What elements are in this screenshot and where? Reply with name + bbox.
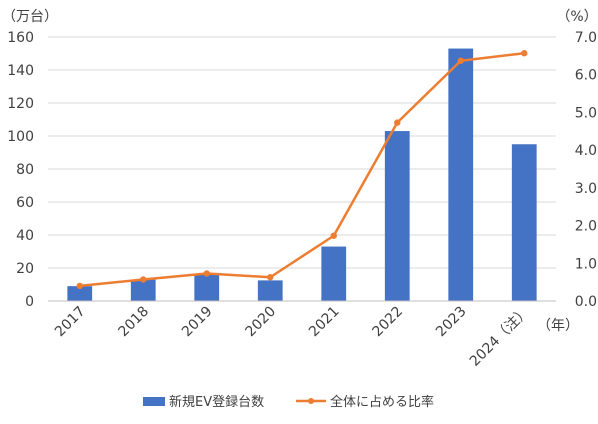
right-axis-unit: （%） bbox=[556, 9, 597, 25]
bar bbox=[384, 131, 410, 301]
x-tick-label: 2020 bbox=[243, 304, 280, 341]
left-tick-label: 120 bbox=[7, 96, 34, 112]
line-point bbox=[330, 232, 337, 239]
bar bbox=[321, 246, 347, 301]
x-tick-label: 2021 bbox=[306, 304, 343, 341]
legend-line-marker bbox=[308, 398, 314, 404]
legend-bar-swatch bbox=[143, 397, 165, 406]
left-tick-label: 40 bbox=[16, 228, 34, 244]
right-tick-label: 5.0 bbox=[575, 105, 597, 121]
line-series bbox=[76, 50, 528, 290]
axes: 0 20 40 60 80 100 120 140 160 0.0 1.0 2.0 3.0 4.0 5.0 6… bbox=[7, 30, 597, 370]
right-tick-label: 0.0 bbox=[575, 294, 597, 310]
x-tick-label: 2022 bbox=[370, 304, 407, 341]
left-tick-label: 20 bbox=[16, 261, 34, 277]
x-tick-label: 2018 bbox=[116, 304, 153, 341]
x-tick-label: 2017 bbox=[52, 304, 89, 341]
left-tick-label: 140 bbox=[7, 63, 34, 79]
line-point bbox=[457, 57, 464, 64]
line-point bbox=[394, 119, 401, 126]
left-tick-label: 60 bbox=[16, 195, 34, 211]
bar bbox=[257, 280, 283, 301]
right-tick-label: 3.0 bbox=[575, 181, 597, 197]
right-tick-label: 4.0 bbox=[575, 143, 597, 159]
grid-lines bbox=[48, 36, 556, 269]
bar bbox=[130, 279, 156, 301]
bar-series bbox=[67, 48, 537, 301]
bar bbox=[194, 274, 220, 301]
line-point bbox=[76, 282, 83, 290]
x-tick-label: 2023 bbox=[433, 304, 470, 341]
legend-bar-label: 新規EV登録台数 bbox=[169, 394, 264, 410]
series-line bbox=[79, 51, 525, 288]
right-tick-label: 7.0 bbox=[575, 30, 597, 46]
legend-line-label: 全体に占める比率 bbox=[330, 394, 434, 410]
right-tick-label: 1.0 bbox=[575, 256, 597, 272]
bar bbox=[511, 144, 537, 301]
x-tick-label: 2024（注） bbox=[467, 304, 533, 370]
line-point bbox=[267, 274, 274, 281]
bar bbox=[67, 286, 93, 301]
line-point bbox=[140, 276, 147, 283]
left-tick-label: 100 bbox=[7, 129, 34, 145]
left-tick-label: 160 bbox=[7, 30, 34, 46]
right-tick-label: 6.0 bbox=[575, 68, 597, 84]
right-tick-label: 2.0 bbox=[575, 219, 597, 235]
legend: 新規EV登録台数 全体に占める比率 bbox=[143, 394, 434, 410]
x-axis-unit: （年） bbox=[537, 318, 579, 334]
line-point bbox=[203, 270, 210, 277]
left-tick-label: 80 bbox=[16, 162, 34, 178]
x-tick-label: 2019 bbox=[179, 304, 216, 341]
bar bbox=[448, 48, 474, 301]
line-point bbox=[521, 50, 528, 57]
left-axis-unit: （万台） bbox=[2, 9, 58, 25]
left-tick-label: 0 bbox=[25, 294, 34, 310]
